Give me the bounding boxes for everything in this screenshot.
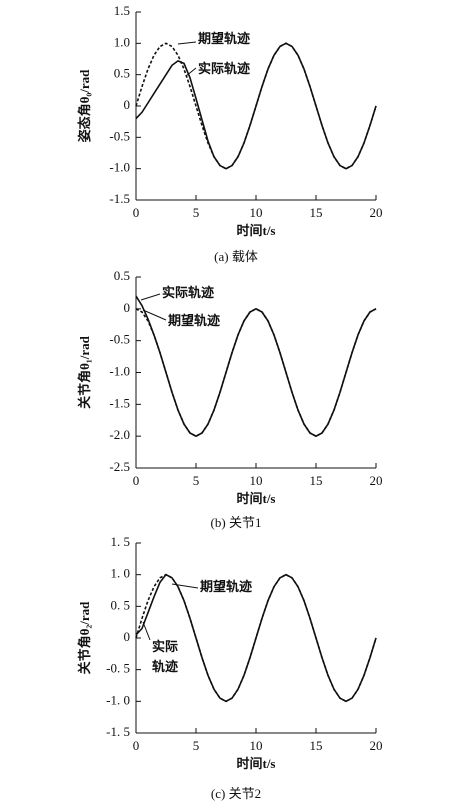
y-tick-label: 0. 5 bbox=[111, 597, 131, 612]
x-tick-label: 20 bbox=[370, 473, 383, 488]
y-tick-label: -1.0 bbox=[109, 160, 130, 175]
x-tick-label: 5 bbox=[193, 205, 200, 220]
x-axis-title: 时间t/s bbox=[236, 491, 275, 506]
y-tick-label: -1.5 bbox=[109, 395, 130, 410]
caption: (a) 载体 bbox=[214, 249, 258, 264]
x-tick-label: 5 bbox=[193, 473, 200, 488]
y-tick-label: 0.5 bbox=[114, 268, 130, 283]
x-tick-label: 5 bbox=[193, 738, 200, 753]
x-tick-label: 15 bbox=[310, 473, 323, 488]
x-tick-label: 10 bbox=[250, 473, 263, 488]
annotation-leader bbox=[142, 621, 151, 641]
x-tick-label: 10 bbox=[250, 205, 263, 220]
annotation-leader bbox=[177, 41, 197, 45]
y-tick-label: 0 bbox=[124, 629, 131, 644]
y-tick-label: -1.0 bbox=[109, 363, 130, 378]
x-tick-label: 20 bbox=[370, 205, 383, 220]
x-axis-title: 时间t/s bbox=[236, 756, 275, 771]
annotation-leader bbox=[185, 67, 197, 77]
x-tick-label: 20 bbox=[370, 738, 383, 753]
y-tick-label: 0 bbox=[124, 97, 131, 112]
caption: (b) 关节1 bbox=[211, 515, 262, 530]
x-tick-label: 0 bbox=[133, 738, 140, 753]
y-axis-title: 关节角θ₁/rad bbox=[77, 335, 92, 409]
annotation: 实际 bbox=[152, 639, 178, 654]
y-tick-label: 1. 0 bbox=[111, 566, 131, 581]
series-line bbox=[135, 42, 377, 170]
x-axis-title: 时间t/s bbox=[236, 223, 275, 238]
y-axis-title: 姿态角θ₀/rad bbox=[77, 69, 92, 143]
annotation: 期望轨迹 bbox=[200, 579, 252, 594]
y-tick-label: -2.0 bbox=[109, 427, 130, 442]
y-tick-label: -1. 0 bbox=[106, 692, 130, 707]
x-tick-label: 15 bbox=[310, 738, 323, 753]
annotation-leader bbox=[140, 293, 161, 301]
y-tick-label: -0.5 bbox=[109, 332, 130, 347]
y-tick-label: 1.5 bbox=[114, 3, 130, 18]
series-line bbox=[135, 573, 377, 703]
y-tick-label: 1. 5 bbox=[111, 534, 131, 549]
y-axis-title: 关节角θ₂/rad bbox=[77, 601, 92, 675]
y-tick-label: -0. 5 bbox=[106, 661, 130, 676]
y-tick-label: 0 bbox=[124, 300, 131, 315]
x-tick-label: 0 bbox=[133, 205, 140, 220]
annotation-leader bbox=[142, 309, 167, 321]
x-tick-label: 0 bbox=[133, 473, 140, 488]
y-tick-label: -2.5 bbox=[109, 459, 130, 474]
series-line bbox=[135, 295, 377, 438]
y-tick-label: 0.5 bbox=[114, 66, 130, 81]
x-tick-label: 15 bbox=[310, 205, 323, 220]
annotation: 实际轨迹 bbox=[198, 61, 250, 76]
y-tick-label: 1.0 bbox=[114, 34, 130, 49]
annotation: 期望轨迹 bbox=[168, 313, 220, 328]
caption: (c) 关节2 bbox=[211, 786, 261, 801]
y-tick-label: -1. 5 bbox=[106, 724, 130, 739]
y-tick-label: -0.5 bbox=[109, 128, 130, 143]
annotation-leader bbox=[171, 583, 199, 589]
x-tick-label: 10 bbox=[250, 738, 263, 753]
annotation: 轨迹 bbox=[152, 659, 178, 674]
annotation: 期望轨迹 bbox=[198, 31, 250, 46]
y-tick-label: -1.5 bbox=[109, 191, 130, 206]
annotation: 实际轨迹 bbox=[162, 285, 214, 300]
